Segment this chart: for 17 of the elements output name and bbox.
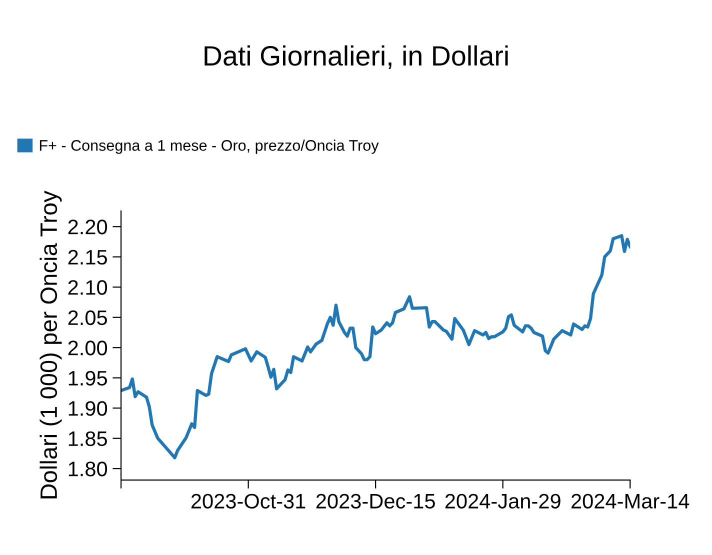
y-tick-label: 2.05 (68, 310, 107, 326)
y-tick-label: 2.00 (68, 340, 108, 356)
chart-title: Dati Giornalieri, in Dollari (204, 45, 508, 70)
y-tick-label: 1.95 (68, 370, 107, 386)
x-tick-label: 2023-Oct-31 (191, 494, 306, 509)
y-axis-title: Dollari (1 000) per Oncia Troy (40, 190, 62, 498)
y-tick-label: 2.10 (68, 280, 108, 295)
y-tick-label: 2.15 (68, 250, 107, 265)
y-tick-label: 1.85 (68, 431, 107, 446)
line-series (121, 234, 630, 460)
y-tick-label: 1.80 (68, 462, 108, 476)
x-tick-label: 2023-Dec-15 (316, 494, 435, 509)
y-tick-label: 2.20 (68, 220, 108, 234)
x-tick-label: 2024-Jan-29 (445, 494, 560, 509)
legend-label: F+ - Consegna a 1 mese - Oro, prezzo/Oncia Troy (40, 140, 379, 154)
y-tick-label: 1.90 (68, 401, 108, 416)
x-tick-label: 2024-Mar-14 (572, 494, 690, 509)
